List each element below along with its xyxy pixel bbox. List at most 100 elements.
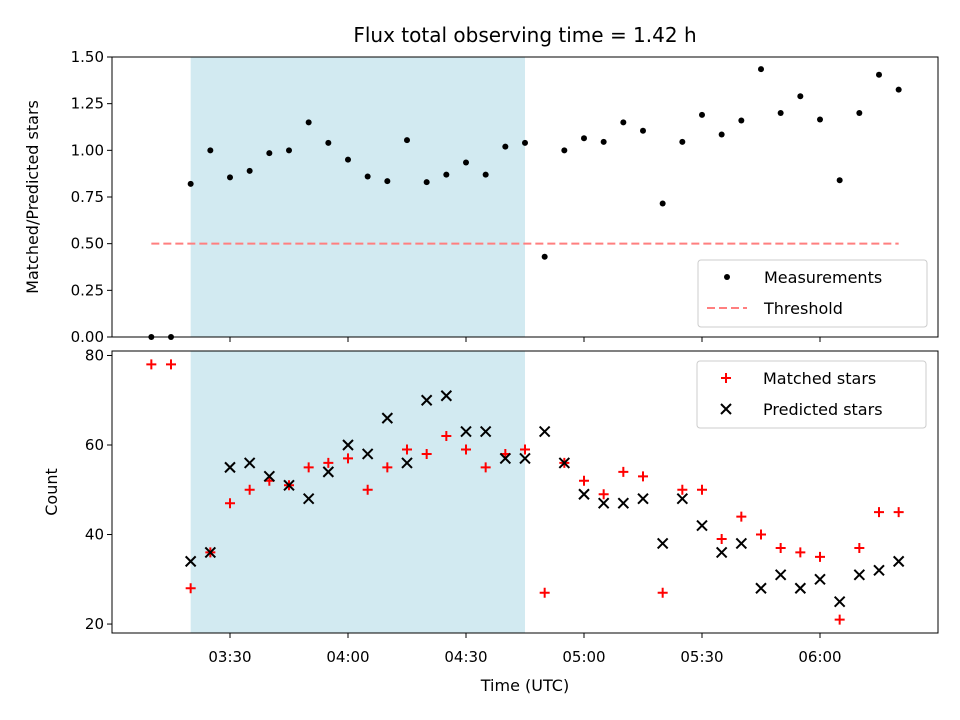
y-tick-label: 0.50 <box>71 235 104 253</box>
data-point <box>322 466 335 478</box>
plot-frame <box>111 350 939 634</box>
data-point <box>620 119 627 126</box>
data-point <box>381 412 394 424</box>
legend-swatch <box>721 373 731 383</box>
data-point <box>402 444 412 455</box>
data-point <box>460 425 472 438</box>
data-point <box>345 156 351 163</box>
data-point <box>541 253 548 260</box>
data-point <box>876 71 882 78</box>
series-matched-stars <box>146 359 904 625</box>
data-point <box>815 551 825 562</box>
data-point <box>185 583 196 594</box>
legend-label: Matched stars <box>763 369 876 388</box>
data-point <box>538 425 551 438</box>
data-point <box>656 537 669 550</box>
data-point <box>794 582 807 594</box>
legend: Measurements Threshold <box>697 259 928 328</box>
data-point <box>263 470 276 483</box>
data-point <box>440 390 453 402</box>
data-point <box>283 479 295 491</box>
x-tick-label: 05:00 <box>562 648 605 666</box>
data-point <box>146 359 157 370</box>
data-point <box>361 448 374 460</box>
data-point <box>696 519 708 532</box>
legend-box <box>697 259 928 328</box>
y-axis-label: Matched/Predicted stars <box>23 100 42 294</box>
data-point <box>755 582 767 594</box>
data-point <box>166 359 176 370</box>
data-point <box>225 498 235 509</box>
data-point <box>184 555 197 568</box>
data-point <box>443 171 450 178</box>
y-axis-label: Count <box>42 468 61 516</box>
data-point <box>578 488 590 500</box>
data-point <box>522 139 528 146</box>
data-point <box>640 127 646 134</box>
ratio-panel: 0.00 0.25 0.50 0.75 1.00 1.25 1.50 Matched/Pred… <box>23 23 939 346</box>
data-point <box>697 484 707 495</box>
data-point <box>519 452 531 465</box>
data-point <box>617 497 630 509</box>
series-measurements <box>148 66 902 340</box>
data-point <box>854 542 865 553</box>
data-point <box>266 150 273 157</box>
y-tick-label: 0.75 <box>71 188 104 206</box>
data-point <box>404 137 410 144</box>
data-point <box>325 139 332 146</box>
data-point <box>243 457 256 469</box>
data-point <box>461 444 471 455</box>
x-tick-label: 04:30 <box>444 648 487 666</box>
data-point <box>382 462 393 473</box>
data-point <box>715 546 728 559</box>
data-point <box>420 394 433 406</box>
data-point <box>502 143 509 150</box>
legend-swatch <box>724 274 730 280</box>
data-point <box>797 93 804 100</box>
data-point <box>856 110 863 116</box>
y-tick-label: 1.25 <box>71 95 104 113</box>
data-point <box>303 462 314 473</box>
data-point <box>302 493 315 505</box>
legend-swatch <box>720 403 732 415</box>
data-point <box>204 546 217 559</box>
legend-label: Threshold <box>763 299 843 318</box>
legend-box <box>696 360 927 429</box>
y-tick-label: 1.00 <box>71 141 104 159</box>
data-point <box>539 587 550 598</box>
data-point <box>463 159 469 166</box>
data-point <box>618 466 629 477</box>
series-predicted-stars <box>184 390 905 608</box>
y-tick-label: 0.00 <box>71 328 104 346</box>
data-point <box>775 542 786 553</box>
data-point <box>699 111 705 118</box>
data-point <box>817 116 823 123</box>
data-point <box>738 117 745 124</box>
data-point <box>895 86 902 93</box>
data-point <box>814 573 826 585</box>
data-point <box>558 457 571 469</box>
x-tick-label: 03:30 <box>208 648 251 666</box>
chart-title: Flux total observing time = 1.42 h <box>353 23 696 47</box>
data-point <box>756 529 766 540</box>
data-point <box>795 547 806 558</box>
data-point <box>638 471 648 482</box>
y-tick-label: 1.50 <box>71 48 104 66</box>
data-point <box>677 484 688 495</box>
data-point <box>479 425 492 438</box>
legend: Matched stars Predicted stars <box>696 360 927 429</box>
y-tick-label: 40 <box>85 526 104 544</box>
data-point <box>637 493 649 505</box>
y-tick-label: 80 <box>85 346 104 364</box>
x-axis-label: Time (UTC) <box>480 676 569 695</box>
data-point <box>716 534 727 544</box>
data-point <box>480 462 491 473</box>
data-point <box>520 444 530 455</box>
data-point <box>482 171 489 178</box>
data-point <box>735 537 748 550</box>
y-tick-label: 60 <box>85 436 104 454</box>
data-point <box>305 119 312 126</box>
data-point <box>598 489 609 500</box>
data-point <box>758 66 764 73</box>
data-point <box>227 174 233 181</box>
